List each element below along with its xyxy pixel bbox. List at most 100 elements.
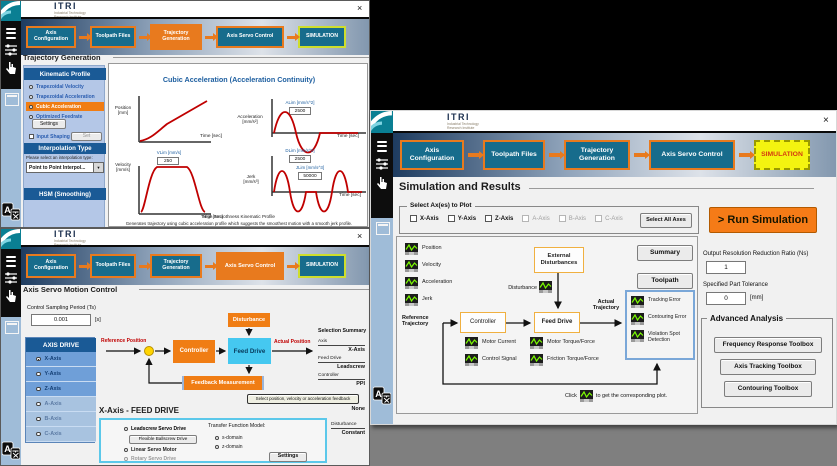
plot-icon[interactable]	[405, 243, 418, 255]
frequency-response-toolbox-button[interactable]: Frequency Response Toolbox	[714, 337, 822, 353]
translate-icon[interactable]: A	[373, 385, 391, 405]
menu-icon[interactable]	[3, 25, 19, 39]
nav-axis-configuration[interactable]: Axis Configuration	[400, 140, 464, 170]
plot-icon[interactable]	[530, 354, 543, 366]
checkbox-icon[interactable]	[522, 215, 530, 222]
control-panel-icon[interactable]	[4, 271, 18, 285]
feed-drive-box[interactable]: Feed Drive	[228, 338, 271, 364]
toolpath-button[interactable]: Toolpath	[637, 273, 693, 289]
option-z-domain[interactable]: z-domain	[215, 443, 257, 451]
select-feedback-button[interactable]: Select position, velocity or acceleratio…	[247, 394, 359, 404]
radio-icon[interactable]	[29, 104, 33, 109]
checkbox-icon[interactable]	[595, 215, 603, 222]
radio-icon[interactable]	[36, 431, 41, 437]
radio-icon[interactable]	[29, 94, 33, 99]
kinematic-settings-button[interactable]: Settings	[32, 119, 66, 129]
close-icon[interactable]: ×	[823, 115, 829, 126]
controller-box[interactable]: Controller	[173, 340, 215, 363]
option-cubic-acceleration[interactable]: Cubic Acceleration	[26, 102, 104, 111]
checkbox-z-axis[interactable]: Z-Axis	[485, 215, 513, 222]
option-optimized-feedrate[interactable]: Optimized Feedrate	[26, 112, 104, 121]
plot-icon[interactable]	[530, 337, 543, 349]
plot-icon[interactable]	[631, 330, 644, 342]
axis-row-a[interactable]: A-Axis	[26, 397, 96, 412]
interpolation-dropdown[interactable]: Point to Point Interpol... ▼	[26, 162, 104, 173]
signal-motor-current[interactable]: Motor Current	[465, 337, 516, 349]
checkbox-c-axis[interactable]: C-Axis	[595, 215, 623, 222]
signal-friction-torque[interactable]: Friction Torque/Force	[530, 354, 599, 366]
select-all-axes-button[interactable]: Select All Axes	[640, 213, 692, 228]
radio-icon[interactable]	[124, 448, 128, 452]
signal-motor-torque[interactable]: Motor Torque/Force	[530, 337, 595, 349]
axis-row-x[interactable]: X-Axis	[26, 352, 96, 367]
jlim-input[interactable]: 50000	[298, 172, 322, 180]
checkbox-y-axis[interactable]: Y-Axis	[447, 215, 476, 222]
input-shaping-checkbox[interactable]: Input Shaping	[26, 132, 70, 141]
resolution-input[interactable]: 1	[706, 261, 746, 274]
input-shaping-set-button[interactable]: Set	[71, 132, 102, 141]
controller-box[interactable]: Controller	[460, 312, 506, 333]
plot-icon[interactable]	[465, 354, 478, 366]
close-icon[interactable]: ×	[357, 231, 363, 241]
nav-axis-configuration[interactable]: Axis Configuration	[26, 26, 76, 48]
plot-icon[interactable]	[631, 296, 644, 308]
radio-icon[interactable]	[36, 416, 41, 422]
option-trapezoidal-velocity[interactable]: Trapezoidal Velocity	[26, 82, 104, 91]
option-rotary-servo-drive[interactable]: Rotary Servo Drive	[121, 455, 191, 463]
checkbox-icon[interactable]	[447, 215, 455, 222]
nav-axis-servo-control[interactable]: Axis Servo Control	[649, 140, 735, 170]
nav-toolpath-files[interactable]: Toolpath Files	[483, 140, 545, 170]
nav-toolpath-files[interactable]: Toolpath Files	[90, 26, 136, 48]
nav-axis-configuration[interactable]: Axis Configuration	[26, 254, 76, 278]
radio-icon[interactable]	[36, 386, 41, 392]
window-icon[interactable]	[376, 222, 390, 235]
feed-drive-box[interactable]: Feed Drive	[534, 312, 580, 333]
plot-icon[interactable]	[405, 260, 418, 272]
axis-tracking-toolbox-button[interactable]: Axis Tracking Toolbox	[720, 359, 816, 375]
plot-icon[interactable]	[631, 313, 644, 325]
summary-button[interactable]: Summary	[637, 245, 693, 261]
output-violation-spot[interactable]: Violation Spot Detection	[631, 330, 691, 344]
control-panel-icon[interactable]	[4, 43, 18, 57]
pointer-hand-icon[interactable]	[5, 61, 17, 75]
radio-icon[interactable]	[29, 114, 33, 119]
pointer-hand-icon[interactable]	[5, 289, 17, 303]
signal-position[interactable]: Position	[405, 243, 442, 255]
output-contouring-error[interactable]: Contouring Error	[631, 313, 686, 325]
radio-icon[interactable]	[124, 426, 128, 431]
alim-input[interactable]: 2500	[289, 107, 311, 115]
checkbox-icon[interactable]	[558, 215, 566, 222]
axis-row-z[interactable]: Z-Axis	[26, 382, 96, 397]
plot-icon[interactable]	[405, 294, 418, 306]
window-icon[interactable]	[5, 93, 19, 106]
sampling-period-input[interactable]: 0.001	[31, 314, 91, 326]
chevron-down-icon[interactable]: ▼	[93, 163, 103, 172]
checkbox-icon[interactable]	[410, 215, 417, 222]
checkbox-icon[interactable]	[29, 134, 34, 139]
translate-icon[interactable]: A	[2, 440, 20, 460]
radio-icon[interactable]	[36, 371, 41, 377]
radio-icon[interactable]	[215, 436, 219, 440]
close-icon[interactable]: ×	[357, 3, 363, 13]
control-panel-icon[interactable]	[375, 157, 389, 171]
axis-row-c[interactable]: C-Axis	[26, 427, 96, 442]
vlim-input[interactable]: 250	[157, 157, 179, 165]
signal-velocity[interactable]: Velocity	[405, 260, 441, 272]
nav-simulation[interactable]: SIMULATION	[754, 140, 810, 170]
nav-toolpath-files[interactable]: Toolpath Files	[90, 254, 136, 278]
radio-icon[interactable]	[215, 445, 219, 449]
pointer-hand-icon[interactable]	[376, 176, 388, 190]
checkbox-icon[interactable]	[485, 215, 493, 222]
feed-settings-button[interactable]: Settings	[269, 452, 307, 462]
dlim-input[interactable]: 2500	[289, 155, 311, 163]
output-tracking-error[interactable]: Tracking Error	[631, 296, 681, 308]
nav-axis-servo-control[interactable]: Axis Servo Control	[216, 26, 284, 48]
contouring-toolbox-button[interactable]: Contouring Toolbox	[724, 381, 812, 397]
run-simulation-button[interactable]: > Run Simulation	[709, 207, 817, 233]
nav-simulation[interactable]: SIMULATION	[298, 26, 346, 48]
option-trapezoidal-acceleration[interactable]: Trapezoidal Acceleration	[26, 92, 104, 101]
menu-icon[interactable]	[374, 138, 390, 152]
plot-icon[interactable]	[405, 277, 418, 289]
nav-trajectory-generation[interactable]: Trajectory Generation	[150, 254, 202, 278]
plot-icon[interactable]	[539, 281, 552, 293]
